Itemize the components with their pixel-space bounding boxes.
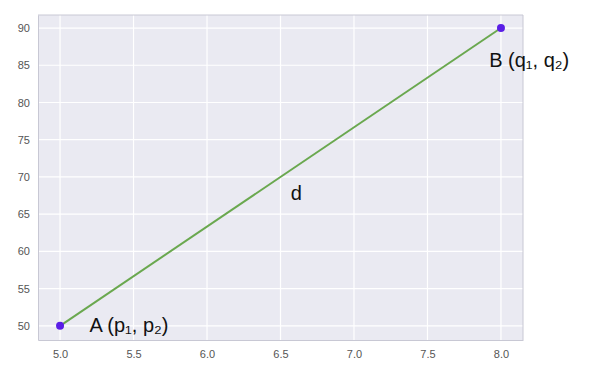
annotation: A (p₁, p₂) [89, 314, 168, 336]
frame [38, 15, 523, 16]
tick-label: 7.5 [420, 348, 435, 360]
tick: 60 [18, 245, 38, 257]
plot: 5.0 5.5 6.0 6.5 7.0 7.5 8.0 50 55 60 65 70 75 80 85 90 A… [18, 15, 570, 360]
tick: 8.0 [494, 340, 509, 360]
tick: 80 [18, 97, 38, 109]
tick: 6.0 [200, 340, 215, 360]
tick: 50 [18, 320, 38, 332]
point [497, 24, 505, 32]
tick: 7.0 [347, 340, 362, 360]
tick-label: 5.0 [53, 348, 68, 360]
tick-label: 60 [18, 245, 30, 257]
tick-label: 6.5 [273, 348, 288, 360]
chart: 5.0 5.5 6.0 6.5 7.0 7.5 8.0 50 55 60 65 70 75 80 85 90 A… [0, 0, 600, 373]
axis-line [39, 340, 524, 341]
line [60, 28, 501, 326]
tick: 65 [18, 208, 38, 220]
tick: 7.5 [420, 340, 435, 360]
plot-background [38, 15, 523, 340]
grid-line [38, 288, 523, 289]
grid-line [38, 65, 523, 66]
tick-label: 65 [18, 208, 30, 220]
annotations: A (p₁, p₂) B (q₁, q₂) d [89, 49, 569, 336]
tick: 6.5 [273, 340, 288, 360]
annotation: B (q₁, q₂) [489, 49, 569, 71]
tick-label: 90 [18, 22, 30, 34]
tick: 70 [18, 171, 38, 183]
tick: 5.5 [126, 340, 141, 360]
tick-label: 70 [18, 171, 30, 183]
tick-label: 50 [18, 320, 30, 332]
tick-label: 75 [18, 134, 30, 146]
x-axis: 5.0 5.5 6.0 6.5 7.0 7.5 8.0 [39, 340, 524, 360]
marks [56, 24, 505, 330]
tick-label: 6.0 [200, 348, 215, 360]
grid-line [38, 27, 523, 28]
tick-label: 55 [18, 283, 30, 295]
tick-label: 85 [18, 59, 30, 71]
grid [38, 15, 523, 340]
tick: 90 [18, 22, 38, 34]
grid-line [38, 214, 523, 215]
tick-label: 7.0 [347, 348, 362, 360]
grid-line [38, 102, 523, 103]
tick-label: 80 [18, 97, 30, 109]
y-axis: 50 55 60 65 70 75 80 85 90 [18, 16, 39, 341]
annotation: d [291, 182, 302, 204]
grid-line [38, 139, 523, 140]
tick: 75 [18, 134, 38, 146]
grid-line [38, 251, 523, 252]
tick-label: 5.5 [126, 348, 141, 360]
axis-line [38, 16, 39, 341]
tick: 5.0 [53, 340, 68, 360]
point [56, 322, 64, 330]
tick: 85 [18, 59, 38, 71]
tick: 55 [18, 283, 38, 295]
tick-label: 8.0 [494, 348, 509, 360]
